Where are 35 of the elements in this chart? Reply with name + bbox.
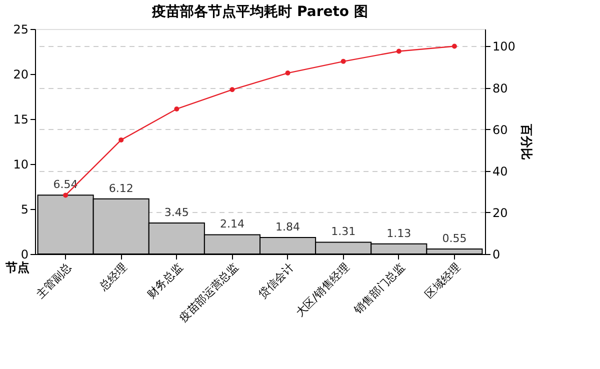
y-tick-label: 0 xyxy=(20,248,28,262)
y-tick-label: 25 xyxy=(13,22,28,36)
point xyxy=(285,70,290,76)
y2-tick-label: 60 xyxy=(492,122,508,137)
y-tick-label: 15 xyxy=(13,112,28,126)
y2-tick-label: 0 xyxy=(492,248,500,262)
data-label: 1.84 xyxy=(276,220,300,234)
point xyxy=(118,137,124,142)
data-label: 3.45 xyxy=(164,206,189,219)
x-tick-label: 总经理 xyxy=(96,260,130,294)
x-axis-title: 节点 xyxy=(4,260,30,274)
y2-tick-label: 40 xyxy=(492,164,508,178)
y-tick-label: 10 xyxy=(13,158,28,172)
point xyxy=(452,44,457,49)
y2-axis-title: 百分比 xyxy=(519,123,534,160)
y-tick-label: 20 xyxy=(13,68,28,82)
data-label: 0.55 xyxy=(442,232,467,246)
data-label: 2.14 xyxy=(220,218,244,231)
data-label: 6.12 xyxy=(108,182,134,195)
data-label: 1.31 xyxy=(331,225,356,238)
y2-tick-label: 20 xyxy=(492,206,508,220)
y2-tick-label: 80 xyxy=(492,81,508,96)
y2-tick-label: 100 xyxy=(492,40,516,54)
x-tick-label: 区域经理 xyxy=(422,260,463,302)
y-tick-label: 5 xyxy=(20,202,28,216)
x-tick-label: 销售部门总监 xyxy=(350,260,408,318)
point xyxy=(230,87,235,92)
x-tick-label: 财务总监 xyxy=(144,260,186,302)
point xyxy=(396,48,402,54)
chart-title: 疫苗部各节点平均耗时 Pareto 图 xyxy=(151,3,368,20)
point xyxy=(63,192,68,198)
x-tick-label: 主管副总 xyxy=(34,260,74,302)
point xyxy=(174,106,180,112)
data-label: 1.13 xyxy=(386,226,412,240)
point xyxy=(340,58,346,64)
